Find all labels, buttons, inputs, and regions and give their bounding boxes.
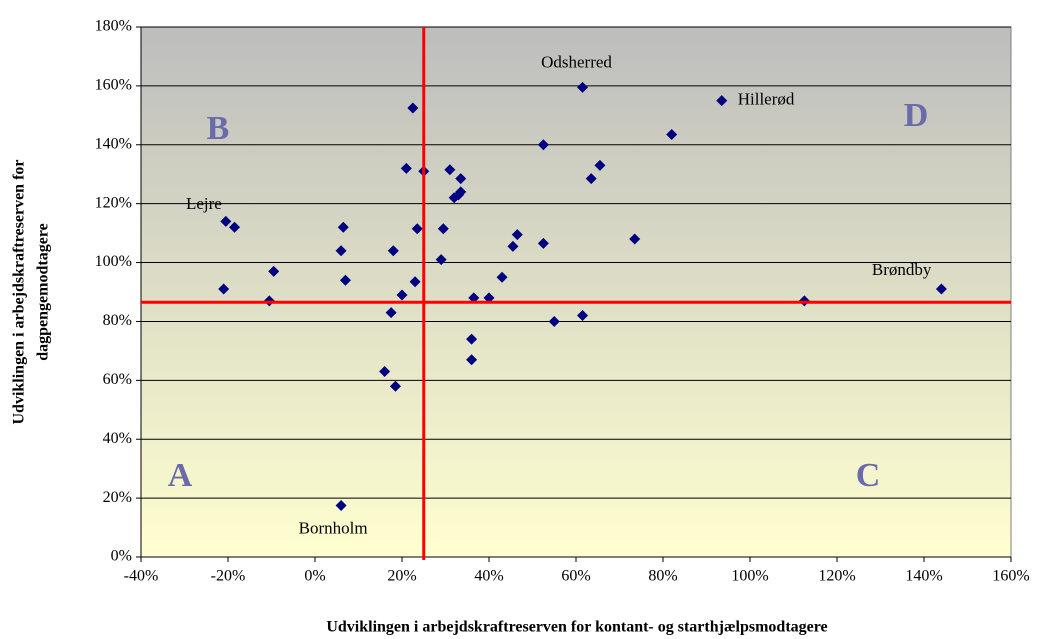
data-point <box>339 274 351 286</box>
y-axis-title: Udviklingen i arbejdskraftreserven for d… <box>11 159 52 424</box>
data-point <box>935 283 947 295</box>
point-label: Bornholm <box>299 518 368 537</box>
data-point <box>468 292 480 304</box>
x-tick-label: 80% <box>648 568 677 585</box>
data-point <box>466 333 478 345</box>
data-point <box>537 139 549 151</box>
data-point <box>577 310 589 322</box>
data-point <box>666 128 678 140</box>
data-point <box>594 159 606 171</box>
data-point <box>716 95 728 107</box>
data-point <box>444 164 456 176</box>
data-point <box>411 223 423 235</box>
x-tick-label: 0% <box>304 568 325 585</box>
data-point <box>407 102 419 114</box>
y-tick-label: 20% <box>103 489 132 506</box>
quadrant-label: C <box>856 457 881 494</box>
y-tick-label: 120% <box>95 194 132 211</box>
x-tick-label: 20% <box>387 568 416 585</box>
data-point <box>218 283 230 295</box>
data-point <box>220 215 232 227</box>
point-label: Odsherred <box>541 52 612 71</box>
x-tick-label: 120% <box>818 568 855 585</box>
y-tick-label: 160% <box>95 77 132 94</box>
data-point <box>268 265 280 277</box>
quadrant-label: D <box>904 97 929 134</box>
x-tick-label: 40% <box>474 568 503 585</box>
data-point <box>511 229 523 241</box>
x-tick-label: -20% <box>211 568 246 585</box>
data-point <box>435 254 447 266</box>
plot-area <box>140 26 1012 558</box>
data-point <box>389 380 401 392</box>
x-tick-label: 160% <box>992 568 1029 585</box>
data-point <box>379 366 391 377</box>
data-point <box>455 186 467 198</box>
point-label: Hillerød <box>738 90 795 109</box>
y-axis-title-line: dagpengemodtagere <box>35 223 52 360</box>
y-tick-label: 100% <box>95 253 132 270</box>
y-tick-label: 140% <box>95 135 132 152</box>
quadrant-label: A <box>168 457 193 494</box>
point-label: Lejre <box>186 194 222 213</box>
x-tick-label: 100% <box>731 568 768 585</box>
y-tick-label: 40% <box>103 430 132 447</box>
data-point <box>496 271 508 283</box>
data-point <box>335 499 347 511</box>
y-tick-label: 180% <box>95 18 132 35</box>
point-label: Brøndby <box>872 260 932 279</box>
x-tick-label: 60% <box>561 568 590 585</box>
data-point <box>409 276 421 288</box>
data-point <box>387 245 399 257</box>
data-point <box>385 307 397 319</box>
data-point <box>483 292 495 304</box>
data-point <box>629 233 641 245</box>
data-point <box>400 162 412 174</box>
y-tick-label: 80% <box>103 312 132 329</box>
x-tick-label: -40% <box>124 568 159 585</box>
data-point <box>335 245 347 257</box>
data-point <box>466 354 478 366</box>
quadrant-label: B <box>207 110 230 147</box>
data-point <box>437 223 449 235</box>
data-point <box>577 81 589 93</box>
data-point <box>229 221 241 233</box>
data-point <box>507 240 519 252</box>
data-point <box>585 173 597 185</box>
data-point <box>396 289 408 301</box>
x-axis-title: Udviklingen i arbejdskraftreserven for k… <box>326 619 827 636</box>
y-tick-label: 0% <box>111 548 132 565</box>
data-point <box>455 173 467 185</box>
y-tick-label: 60% <box>103 371 132 388</box>
y-axis-title-line: Udviklingen i arbejdskraftreserven for <box>11 159 28 424</box>
data-point <box>548 315 560 327</box>
x-tick-label: 140% <box>905 568 942 585</box>
data-point <box>537 237 549 249</box>
data-point <box>337 221 349 233</box>
